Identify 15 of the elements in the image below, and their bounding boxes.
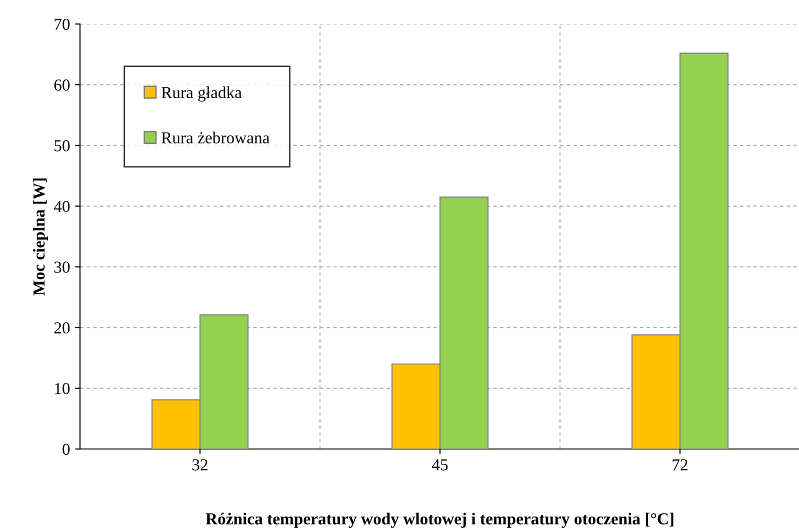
y-tick-label: 0 — [62, 444, 70, 455]
x-tick-label: 72 — [672, 459, 688, 470]
y-tick-label: 50 — [54, 140, 70, 152]
y-tick-label: 60 — [54, 79, 70, 91]
y-tick-label: 40 — [54, 200, 70, 212]
y-tick-label: 70 — [54, 18, 70, 30]
legend-label: Rura żebrowana — [161, 132, 270, 144]
y-tick-label: 20 — [54, 322, 70, 334]
y-axis-title: Moc cieplna [W] — [32, 178, 48, 296]
x-axis-title: Różnica temperatury wody wlotowej i temperatury otoczenia [°C] — [206, 512, 674, 528]
y-tick-label: 30 — [54, 262, 70, 273]
x-tick-label: 32 — [192, 459, 208, 470]
y-tick-label: 10 — [55, 382, 70, 394]
legend-label: Rura gładka — [161, 86, 242, 102]
x-tick-label: 45 — [432, 459, 448, 470]
